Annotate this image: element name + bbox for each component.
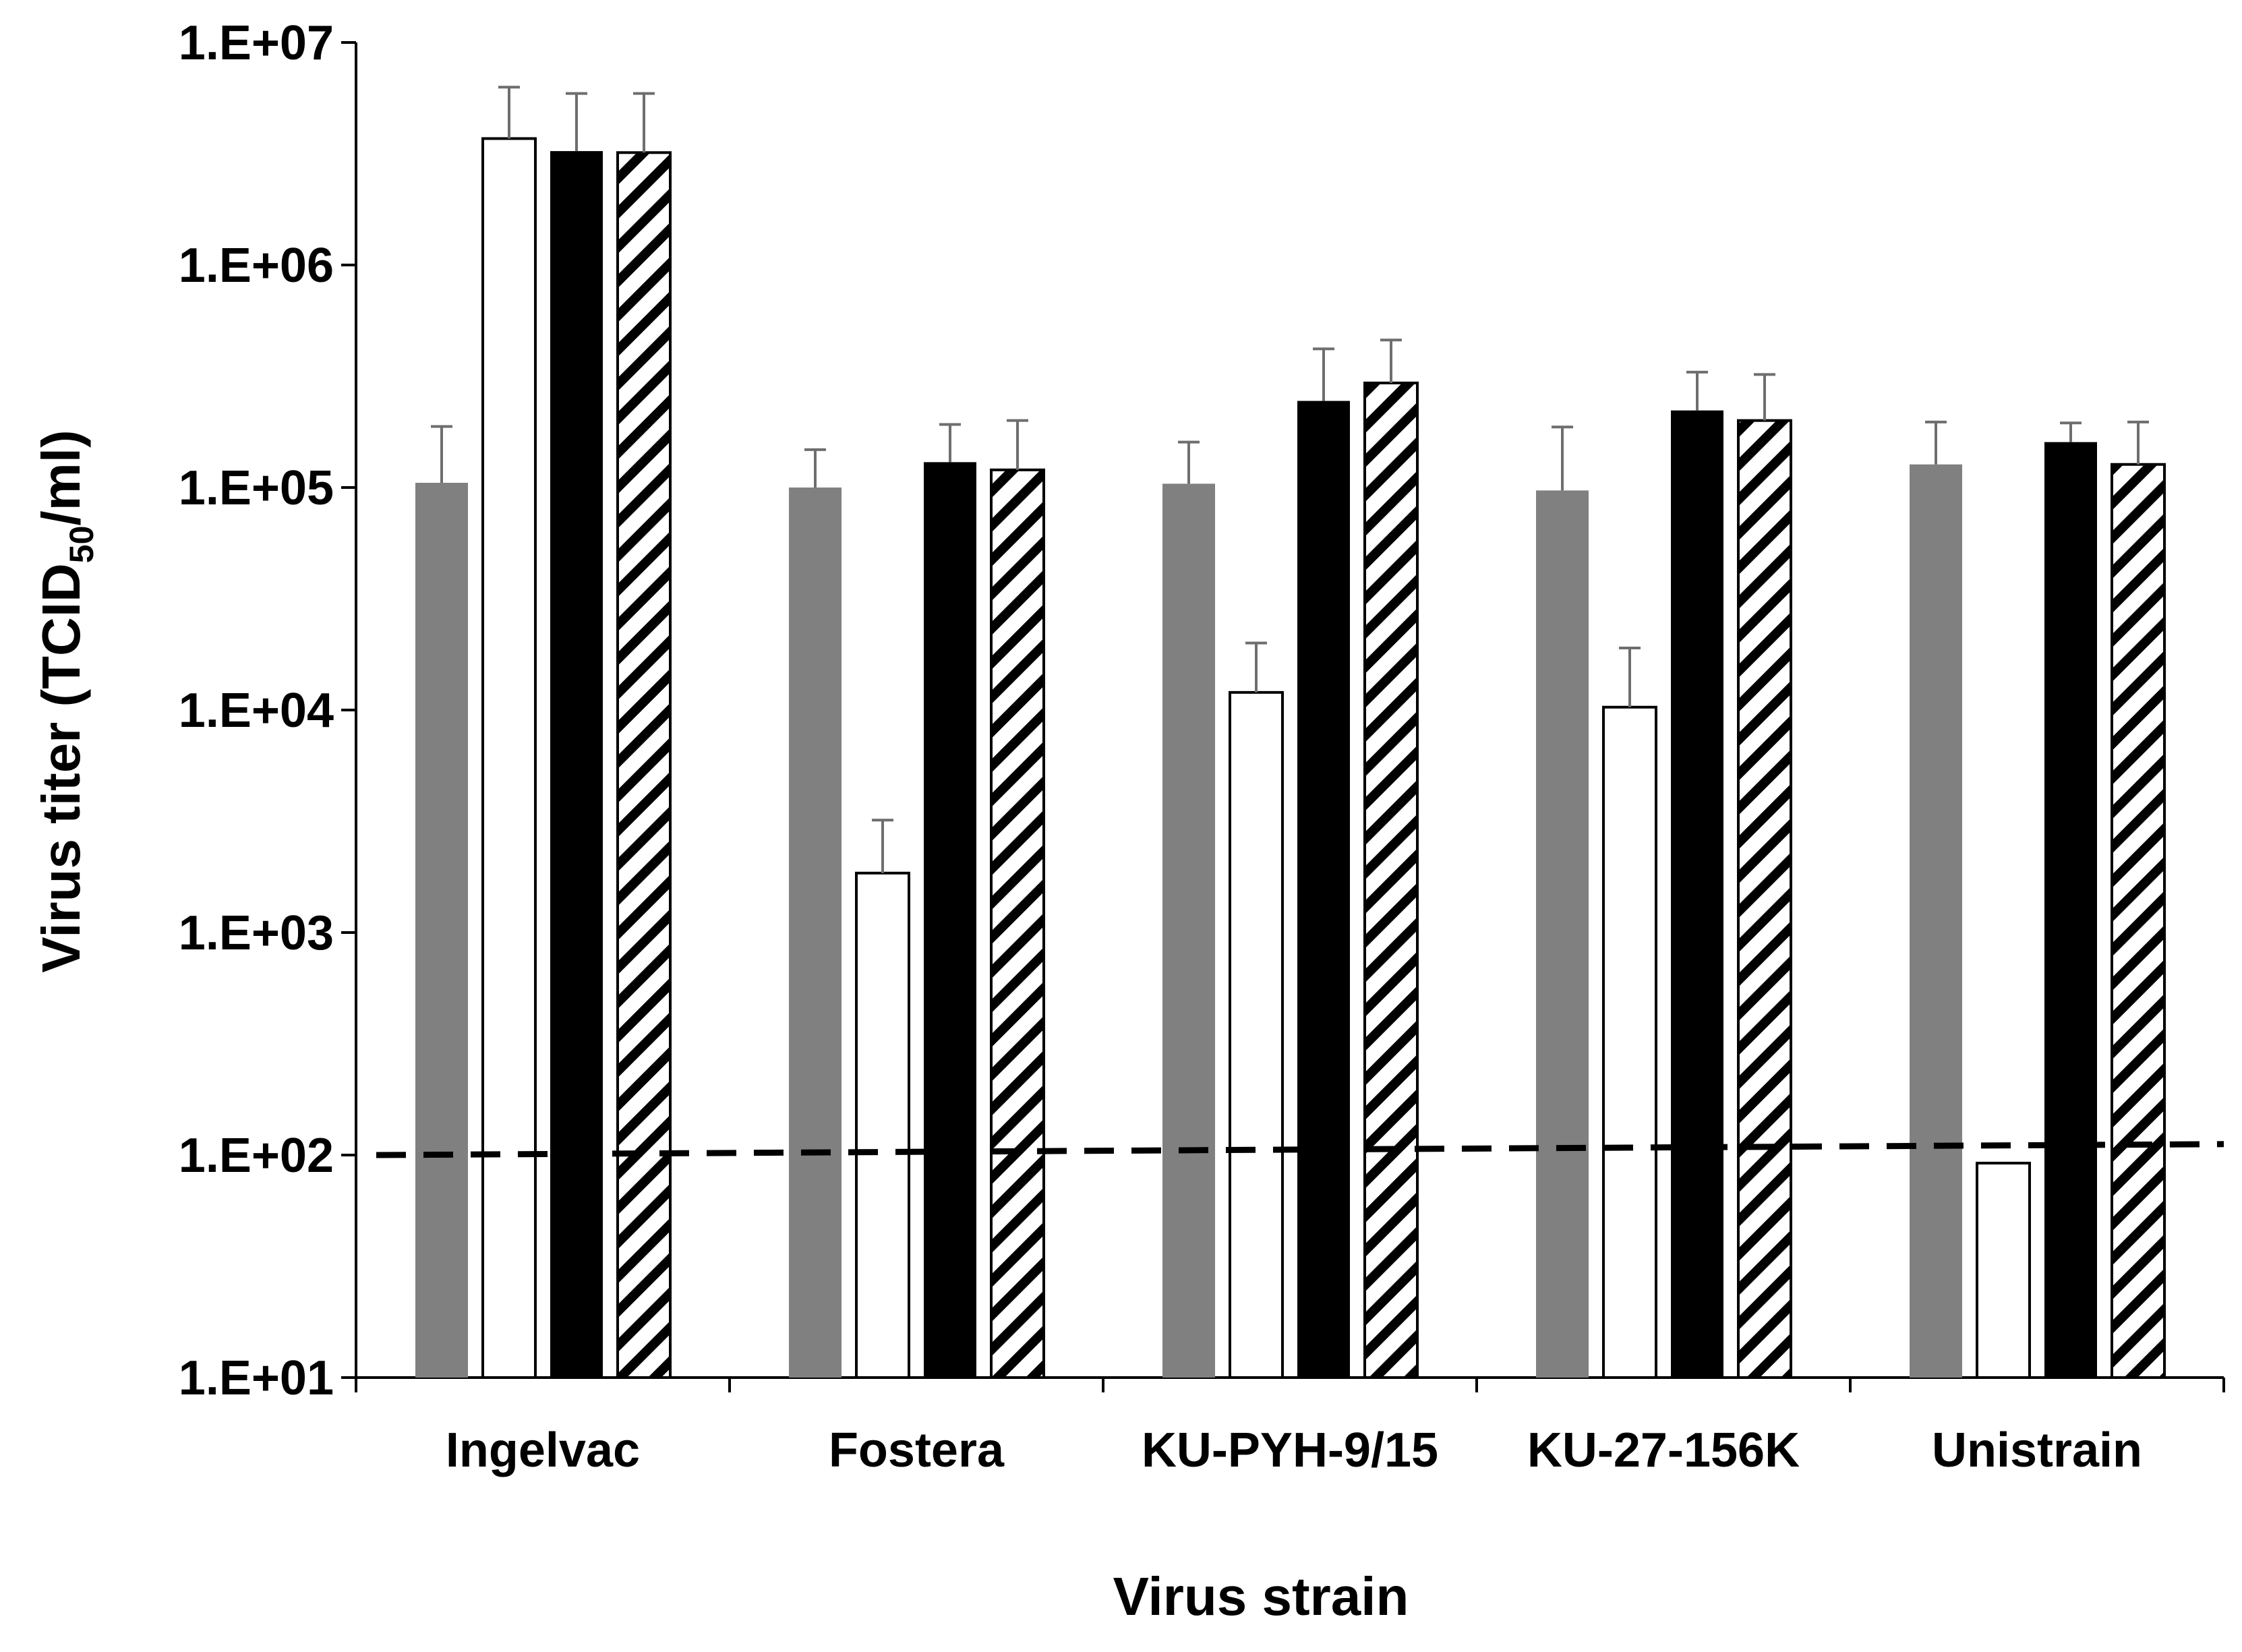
bar-series-4 xyxy=(1737,419,1792,1379)
bar-series-3 xyxy=(924,462,976,1378)
bar-series-3 xyxy=(1297,401,1350,1378)
bar-series-2 xyxy=(1602,705,1657,1379)
x-tick-label: KU-PYH-9/15 xyxy=(1142,1423,1438,1477)
y-tick-label: 1.E+01 xyxy=(179,1351,334,1405)
x-axis-title: Virus strain xyxy=(1113,1566,1409,1626)
bar-series-4 xyxy=(1363,381,1419,1379)
y-axis: 1.E+01 1.E+02 1.E+03 1.E+04 1.E+05 1.E+06 1.E+… xyxy=(179,16,357,1405)
reference-line-group xyxy=(376,1141,2224,1158)
bar-series-2 xyxy=(855,871,910,1380)
bar-series-1 xyxy=(1910,464,1962,1378)
bar-series-4 xyxy=(2111,463,2166,1379)
bar-series-3 xyxy=(1671,410,1723,1378)
y-tick-label: 1.E+07 xyxy=(179,16,334,70)
x-tick-label: KU-27-156K xyxy=(1527,1423,1800,1477)
y-tick-label: 1.E+05 xyxy=(179,461,334,515)
x-tick-label: Unistrain xyxy=(1932,1423,2142,1477)
bar-series-3 xyxy=(2044,442,2097,1378)
bar-series-2 xyxy=(481,137,537,1380)
bars xyxy=(415,137,2166,1380)
x-axis: Ingelvac Fostera KU-PYH-9/15 KU-27-156K Unis… xyxy=(355,1376,2225,1477)
bar-series-4 xyxy=(616,151,672,1379)
bar-series-2 xyxy=(1229,690,1284,1380)
x-tick-label: Ingelvac xyxy=(446,1423,640,1477)
bar-series-1 xyxy=(789,488,842,1378)
detection-limit-line xyxy=(376,1141,2224,1158)
y-axis-title: Virus titer (TCID50/ml) xyxy=(31,430,100,972)
bar-series-4 xyxy=(990,468,1045,1379)
x-tick-label: Fostera xyxy=(829,1423,1005,1477)
bar-series-2 xyxy=(1976,1161,2031,1380)
bar-series-1 xyxy=(1162,483,1215,1378)
error-bars xyxy=(431,86,2149,873)
bar-series-1 xyxy=(1536,490,1589,1378)
bar-series-3 xyxy=(550,151,603,1378)
y-tick-label: 1.E+03 xyxy=(179,906,334,960)
y-tick-label: 1.E+06 xyxy=(179,239,334,293)
bar-series-1 xyxy=(415,483,468,1378)
y-tick-label: 1.E+04 xyxy=(179,684,334,738)
y-tick-label: 1.E+02 xyxy=(179,1129,334,1183)
